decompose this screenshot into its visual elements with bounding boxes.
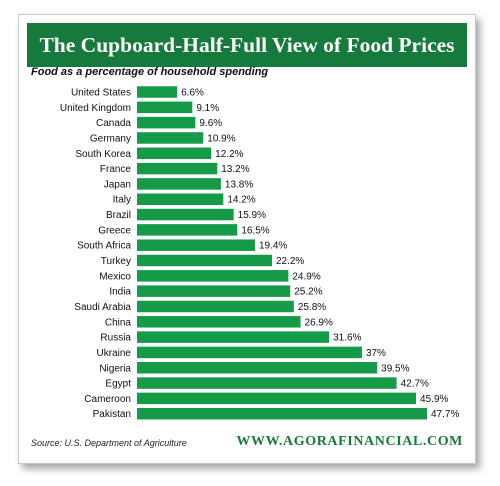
category-label: Pakistan xyxy=(93,409,131,420)
value-label: 22.2% xyxy=(276,256,304,267)
bar xyxy=(137,101,193,114)
bar xyxy=(137,178,221,190)
category-label: Greece xyxy=(98,225,131,236)
value-label: 13.8% xyxy=(225,179,253,190)
value-label: 24.9% xyxy=(292,271,320,282)
value-label: 13.2% xyxy=(221,164,249,175)
bar xyxy=(137,193,224,205)
category-label: Canada xyxy=(96,118,131,129)
bar xyxy=(137,392,417,405)
category-label: Ukraine xyxy=(97,348,132,359)
bar xyxy=(137,377,397,389)
category-label: France xyxy=(100,164,132,175)
category-label: Cameroon xyxy=(84,394,131,405)
value-label: 25.2% xyxy=(294,287,322,298)
value-label: 6.6% xyxy=(181,88,204,99)
bar xyxy=(137,162,218,175)
bar xyxy=(137,132,204,144)
bar-chart: United States 6.6% United Kingdom 9.1% Canad… xyxy=(60,86,459,420)
value-label: 14.2% xyxy=(227,195,255,206)
category-label: Nigeria xyxy=(99,363,131,374)
bar xyxy=(137,86,178,98)
title-banner: The Cupboard-Half-Full View of Food Pric… xyxy=(27,23,467,67)
value-label: 9.1% xyxy=(196,103,219,114)
category-label: South Korea xyxy=(75,149,131,160)
category-label: Turkey xyxy=(101,256,131,267)
website-link[interactable]: WWW.AGORAFINANCIAL.COM xyxy=(236,434,463,449)
bar xyxy=(137,407,427,420)
category-label: South Africa xyxy=(77,241,131,252)
bar xyxy=(137,316,301,328)
category-label: Brazil xyxy=(106,210,131,221)
value-label: 15.9% xyxy=(238,210,266,221)
bar xyxy=(137,224,238,236)
chart-title: The Cupboard-Half-Full View of Food Pric… xyxy=(39,32,455,57)
value-label: 47.7% xyxy=(431,409,459,420)
category-label: Germany xyxy=(90,133,131,144)
category-label: Mexico xyxy=(99,271,131,282)
category-label: Russia xyxy=(100,333,131,344)
source-note: Source: U.S. Department of Agriculture xyxy=(31,438,187,448)
bar xyxy=(137,300,294,313)
bar xyxy=(137,208,234,221)
chart-subtitle: Food as a percentage of household spendi… xyxy=(31,66,269,78)
bar xyxy=(137,147,212,160)
value-label: 26.9% xyxy=(305,317,333,328)
value-label: 45.9% xyxy=(420,394,448,405)
value-label: 19.4% xyxy=(259,241,287,252)
value-label: 9.6% xyxy=(199,118,222,129)
value-label: 12.2% xyxy=(215,149,243,160)
value-label: 25.8% xyxy=(298,302,326,313)
bar xyxy=(137,285,291,297)
value-label: 31.6% xyxy=(333,333,361,344)
value-label: 10.9% xyxy=(207,133,235,144)
category-label: Egypt xyxy=(105,379,131,390)
category-label: China xyxy=(105,317,132,328)
category-label: Japan xyxy=(104,179,131,190)
bar xyxy=(137,362,378,374)
chart-card: The Cupboard-Half-Full View of Food Pric… xyxy=(18,14,476,464)
bar xyxy=(137,116,196,129)
bar xyxy=(137,270,289,282)
category-label: Saudi Arabia xyxy=(74,302,131,313)
bar xyxy=(137,239,255,251)
category-label: United States xyxy=(71,88,131,99)
bar xyxy=(137,346,362,359)
category-label: United Kingdom xyxy=(60,103,131,114)
bar xyxy=(137,254,272,267)
value-label: 16.5% xyxy=(241,225,269,236)
bar xyxy=(137,331,330,343)
category-label: India xyxy=(109,287,131,298)
value-label: 39.5% xyxy=(381,363,409,374)
category-label: Italy xyxy=(113,195,131,206)
value-label: 37% xyxy=(366,348,386,359)
value-label: 42.7% xyxy=(401,379,429,390)
